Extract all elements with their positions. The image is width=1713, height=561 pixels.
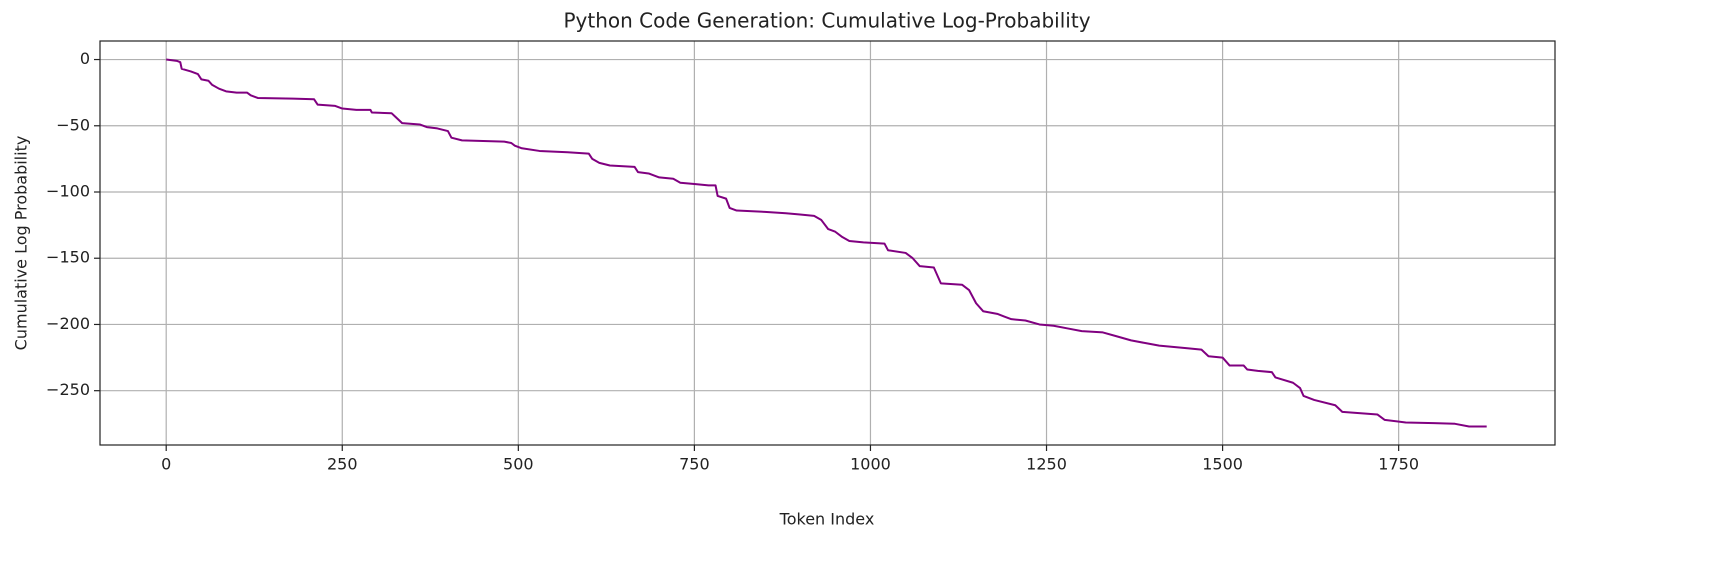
y-axis-label: Cumulative Log Probability xyxy=(12,136,31,351)
y-tick-label: −250 xyxy=(46,380,90,399)
x-tick-label: 0 xyxy=(161,455,171,474)
x-tick-label: 1750 xyxy=(1378,455,1419,474)
y-tick-label: 0 xyxy=(80,49,90,68)
y-tick-label: −150 xyxy=(46,248,90,267)
x-tick-label: 250 xyxy=(327,455,358,474)
x-axis-label: Token Index xyxy=(779,510,875,529)
x-tick-label: 500 xyxy=(503,455,534,474)
x-tick-label: 750 xyxy=(679,455,710,474)
y-tick-label: −50 xyxy=(56,115,90,134)
y-tick-label: −200 xyxy=(46,314,90,333)
x-tick-label: 1250 xyxy=(1026,455,1067,474)
plot-frame xyxy=(99,40,1556,446)
y-tick-label: −100 xyxy=(46,182,90,201)
line xyxy=(166,58,1487,428)
chart-title: Python Code Generation: Cumulative Log-P… xyxy=(563,9,1090,33)
x-tick-label: 1000 xyxy=(850,455,891,474)
x-tick-label: 1500 xyxy=(1202,455,1243,474)
